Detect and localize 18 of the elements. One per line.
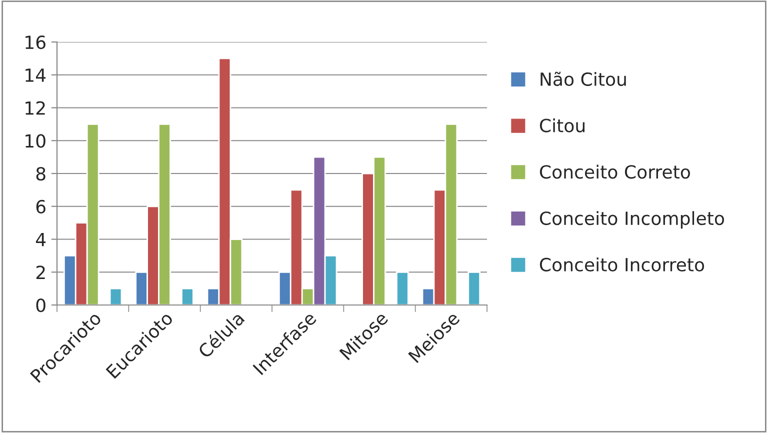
y-tick-label: 2 [36, 266, 45, 279]
y-tick-label: 8 [36, 166, 46, 181]
legend-label: Conceito Incorreto [540, 257, 704, 272]
legend-label: Citou [540, 118, 584, 132]
legend-label: Não Citou [540, 72, 626, 86]
y-tick-label: 0 [36, 298, 46, 312]
bar [109, 288, 122, 305]
y-tick-label: 16 [26, 35, 46, 50]
bar [396, 271, 409, 305]
bar [181, 288, 194, 305]
y-tick-label: 12 [26, 101, 45, 115]
y-tick-label: 4 [36, 232, 46, 246]
legend-label: Conceito Correto [540, 164, 690, 179]
bar [468, 271, 481, 305]
y-tick-label: 10 [26, 134, 46, 148]
legend-label: Conceito Incompleto [540, 211, 724, 229]
y-tick-label: 6 [36, 200, 46, 214]
y-tick-label: 14 [26, 68, 46, 82]
